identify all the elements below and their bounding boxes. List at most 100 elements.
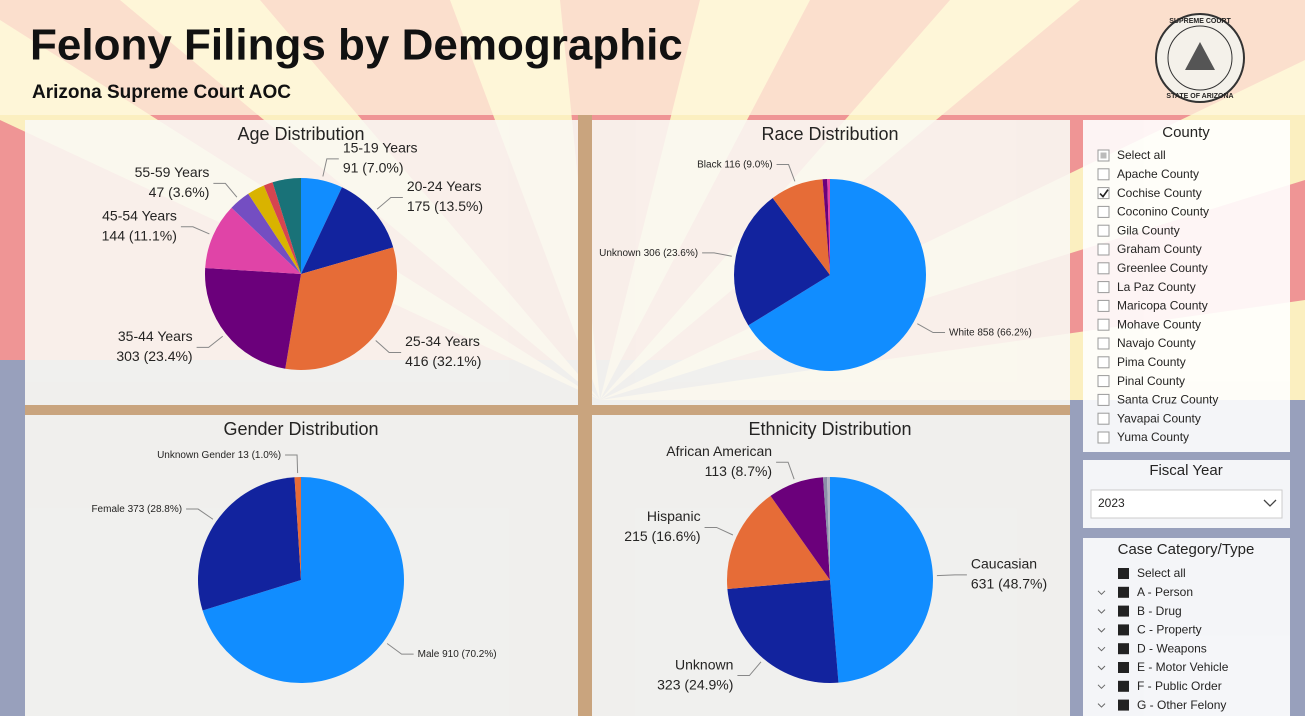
leader-line (285, 454, 299, 474)
separator (25, 405, 1070, 415)
slicer-item[interactable]: Pinal County (1097, 374, 1185, 388)
slicer-item-label: Cochise County (1117, 186, 1202, 200)
expand-chevron[interactable] (1097, 590, 1106, 596)
dropdown[interactable] (1090, 489, 1283, 519)
pie-slice (734, 197, 830, 326)
checkbox[interactable] (1097, 281, 1110, 294)
checkbox[interactable] (1097, 299, 1110, 312)
leader-line (737, 661, 762, 677)
slicer-item[interactable]: F - Public Order (1097, 679, 1222, 693)
checkbox[interactable] (1097, 168, 1110, 181)
expand-chevron[interactable] (1097, 646, 1106, 652)
slicer-item-label: Pima County (1117, 355, 1186, 369)
slicer-item[interactable]: G - Other Felony (1097, 698, 1226, 712)
slicer-item[interactable]: Gila County (1097, 223, 1180, 237)
checkbox[interactable] (1097, 243, 1110, 256)
slicer-item[interactable]: Greenlee County (1097, 261, 1208, 275)
separator (578, 115, 592, 716)
slicer-item-label: E - Motor Vehicle (1137, 660, 1229, 674)
slice-value-label: 13 (1.0%) (238, 450, 281, 461)
leader-line (186, 508, 214, 520)
checkbox[interactable] (1097, 375, 1110, 388)
slice-value-label: 47 (3.6%) (149, 184, 210, 200)
checkbox[interactable] (1097, 431, 1110, 444)
checkbox[interactable] (1118, 662, 1129, 673)
slicer-item[interactable]: Graham County (1097, 242, 1202, 256)
slicer-item-label: Yavapai County (1117, 411, 1201, 425)
slice-label: 15-19 Years (343, 140, 418, 156)
leader-line (936, 574, 967, 577)
slicer-item[interactable]: Pima County (1097, 355, 1186, 369)
expand-chevron[interactable] (1097, 609, 1106, 614)
leader-line (375, 340, 402, 353)
slicer-item[interactable]: Yavapai County (1097, 411, 1201, 425)
slice-value-label: 858 (66.2%) (977, 327, 1031, 338)
slice-label: Hispanic (647, 508, 701, 524)
slice-value-label: 113 (8.7%) (705, 463, 772, 479)
slicer-item[interactable]: Mohave County (1097, 317, 1201, 331)
pie-slice (772, 179, 830, 275)
checkbox[interactable] (1118, 624, 1129, 636)
checkbox[interactable] (1097, 224, 1110, 237)
checkbox[interactable] (1097, 318, 1110, 331)
checkbox[interactable] (1118, 605, 1129, 617)
checkbox[interactable] (1097, 262, 1110, 275)
checkbox[interactable] (1118, 643, 1129, 655)
slicer-item[interactable]: A - Person (1097, 585, 1193, 599)
dropdown-chevron (1263, 499, 1277, 507)
slicer-item[interactable]: Apache County (1097, 167, 1199, 181)
slicer-item[interactable]: Cochise County (1097, 186, 1202, 200)
slicer-item[interactable]: Select all (1097, 148, 1166, 162)
slicer-item[interactable]: Select all (1118, 566, 1186, 580)
slicer-item-label: G - Other Felony (1137, 698, 1226, 712)
checkbox[interactable] (1118, 586, 1129, 598)
slicer-item[interactable]: E - Motor Vehicle (1097, 660, 1229, 674)
checkbox[interactable] (1097, 337, 1110, 350)
checkbox[interactable] (1097, 187, 1110, 200)
slicer-item-label: Gila County (1117, 223, 1180, 237)
slicer-item[interactable]: Coconino County (1097, 205, 1209, 219)
slicer-item-label: Navajo County (1117, 336, 1196, 350)
expand-chevron[interactable] (1097, 665, 1106, 671)
slicer-item-label: B - Drug (1137, 604, 1182, 618)
slice-value-label: 215 (16.6%) (624, 528, 700, 544)
expand-chevron[interactable] (1097, 703, 1106, 708)
slice-label: 45-54 Years (102, 207, 177, 223)
checkbox[interactable] (1118, 680, 1129, 692)
slice-category: Male (418, 649, 440, 660)
slice-value-label: 116 (9.0%) (724, 159, 772, 170)
leader-line (322, 158, 339, 177)
slicer-item[interactable]: Yuma County (1097, 430, 1189, 444)
chart-title: Race Distribution (761, 124, 898, 144)
slicer-item-label: D - Weapons (1137, 641, 1207, 655)
expand-chevron[interactable] (1097, 628, 1106, 633)
leader-line (702, 252, 732, 257)
slicer-item[interactable]: D - Weapons (1097, 641, 1207, 655)
checkbox[interactable] (1097, 356, 1110, 369)
expand-chevron[interactable] (1097, 684, 1106, 690)
slicer-item-label: A - Person (1137, 585, 1193, 599)
chart-title: Gender Distribution (223, 419, 378, 439)
seal-top-text: SUPREME COURT (1169, 18, 1231, 25)
checkbox[interactable] (1097, 205, 1110, 218)
checkbox[interactable] (1097, 393, 1110, 406)
slice-label: Unknown Gender 13 (1.0%) (157, 450, 281, 461)
slice-category: Female (91, 504, 125, 515)
checkbox[interactable] (1118, 699, 1129, 711)
slicer-item[interactable]: Maricopa County (1097, 299, 1208, 313)
checkbox[interactable] (1097, 412, 1110, 425)
slice-label: 20-24 Years (407, 178, 482, 194)
checkbox[interactable] (1118, 568, 1129, 579)
slicer-item-label: Apache County (1117, 167, 1199, 181)
slice-label: 35-44 Years (118, 328, 193, 344)
slicer-item[interactable]: Santa Cruz County (1097, 393, 1218, 407)
slicer-item[interactable]: Navajo County (1097, 336, 1196, 350)
slicer-item[interactable]: La Paz County (1097, 280, 1196, 294)
slice-category: Unknown (599, 247, 641, 258)
slicer-item[interactable]: B - Drug (1097, 604, 1182, 618)
slicer-item[interactable]: C - Property (1097, 623, 1202, 637)
pie-slice (294, 477, 301, 580)
pie-slice (231, 193, 301, 274)
slicer-item-label: F - Public Order (1137, 679, 1222, 693)
